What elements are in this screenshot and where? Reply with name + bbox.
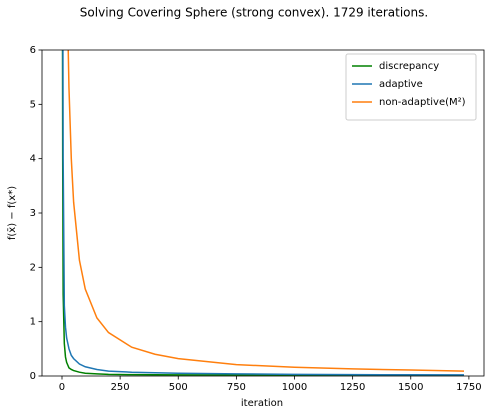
axes-frame xyxy=(41,49,485,377)
x-axis-label: iteration xyxy=(241,398,283,409)
y-axis-label: f(x̄) − f(x*) xyxy=(7,186,18,240)
x-tick-label: 1250 xyxy=(340,382,365,393)
y-tick-label: 4 xyxy=(30,154,36,165)
plot-area xyxy=(61,50,465,376)
x-tick-label: 1000 xyxy=(282,382,307,393)
x-tick-label: 1500 xyxy=(398,382,423,393)
x-tick-label: 250 xyxy=(111,382,130,393)
y-tick-label: 5 xyxy=(30,99,36,110)
x-tick-label: 0 xyxy=(59,382,65,393)
y-tick-label: 0 xyxy=(30,371,36,382)
y-tick-label: 3 xyxy=(30,208,36,219)
legend-label: discrepancy xyxy=(379,61,439,72)
x-tick-label: 500 xyxy=(169,382,188,393)
legend-label: non-adaptive(M²) xyxy=(379,97,466,108)
y-tick-label: 2 xyxy=(30,262,36,273)
line-series xyxy=(67,50,465,372)
y-tick-label: 6 xyxy=(30,45,36,56)
x-tick-label: 750 xyxy=(227,382,246,393)
legend-label: adaptive xyxy=(379,79,423,90)
chart-title: Solving Covering Sphere (strong convex).… xyxy=(80,6,428,20)
y-tick-label: 1 xyxy=(30,317,36,328)
x-tick-label: 1750 xyxy=(456,382,481,393)
line-series xyxy=(62,50,465,376)
legend-box xyxy=(345,53,477,121)
line-series xyxy=(61,50,465,376)
